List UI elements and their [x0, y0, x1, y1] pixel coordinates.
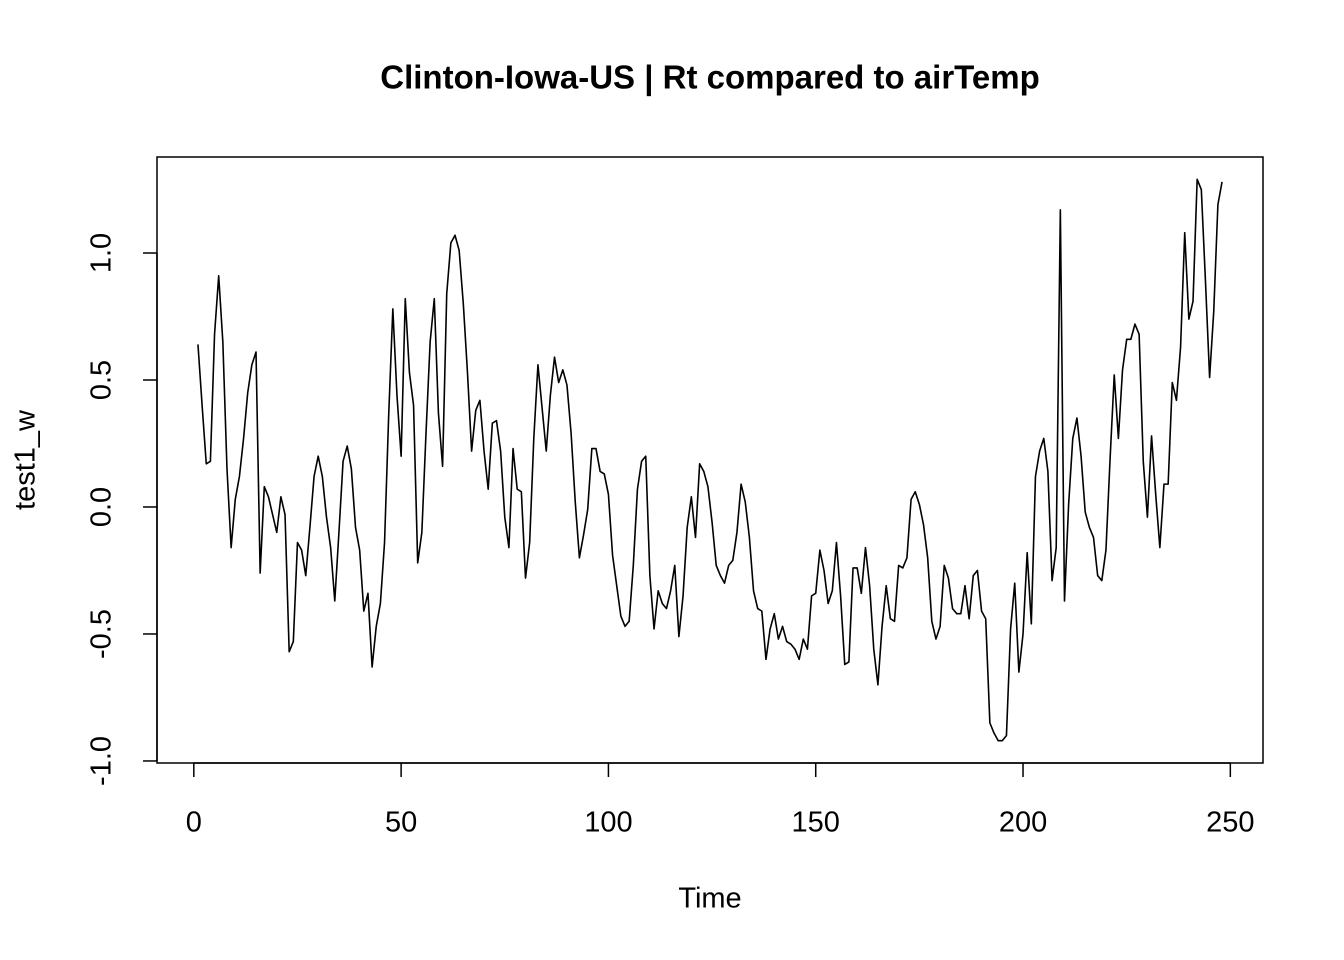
y-tick-label: 0.0 — [86, 487, 118, 527]
y-tick-label: 0.5 — [86, 360, 118, 400]
x-tick-label: 150 — [792, 807, 840, 839]
x-tick-label: 100 — [584, 807, 632, 839]
x-tick-label: 50 — [385, 807, 417, 839]
y-axis-label: test1_w — [10, 409, 42, 510]
y-tick-label: 1.0 — [86, 233, 118, 273]
chart-title: Clinton-Iowa-US | Rt compared to airTemp — [380, 59, 1039, 96]
x-tick-label: 0 — [186, 807, 202, 839]
x-tick-label: 200 — [999, 807, 1047, 839]
y-tick-label: -1.0 — [86, 736, 118, 786]
x-axis-label: Time — [678, 883, 741, 915]
x-tick-label: 250 — [1206, 807, 1254, 839]
y-tick-label: -0.5 — [86, 609, 118, 659]
series-line — [197, 178, 1223, 742]
